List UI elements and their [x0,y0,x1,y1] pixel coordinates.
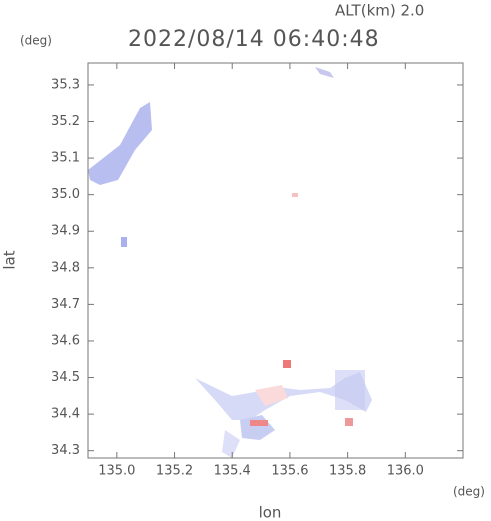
echo [255,385,288,406]
echo [283,360,291,368]
y-tick-label: 34.7 [51,297,80,312]
x-tick-label: 135.0 [98,464,135,479]
x-tick-label: 136.0 [387,464,424,479]
y-tick-label: 35.0 [51,187,80,202]
x-tick-label: 135.2 [156,464,193,479]
x-tick-label: 135.8 [329,464,366,479]
y-tick-label: 35.2 [51,114,80,129]
echo [345,418,353,426]
echo [222,430,240,458]
y-tick-label: 35.1 [51,151,80,166]
y-tick-label: 34.8 [51,260,80,275]
echo [121,237,127,247]
echo [315,67,334,78]
plot-frame [87,62,464,459]
echo [335,370,365,410]
y-tick-label: 35.3 [51,77,80,92]
y-tick-label: 34.6 [51,333,80,348]
echo [292,193,298,197]
x-tick-label: 135.6 [271,464,308,479]
x-tick-label: 135.4 [214,464,251,479]
x-axis-label: lon [259,504,282,521]
echo [250,420,268,426]
y-axis-label: lat [1,250,19,269]
y-tick-label: 34.5 [51,370,80,385]
x-unit: (deg) [453,485,485,499]
echoes [88,67,372,458]
chart-title: 2022/08/14 06:40:48 [128,27,380,52]
y-unit: (deg) [20,34,52,48]
echo [88,102,152,185]
y-tick-label: 34.4 [51,407,80,422]
y-tick-label: 34.3 [51,443,80,458]
y-tick-label: 34.9 [51,224,80,239]
altitude-label: ALT(km) 2.0 [335,2,424,20]
